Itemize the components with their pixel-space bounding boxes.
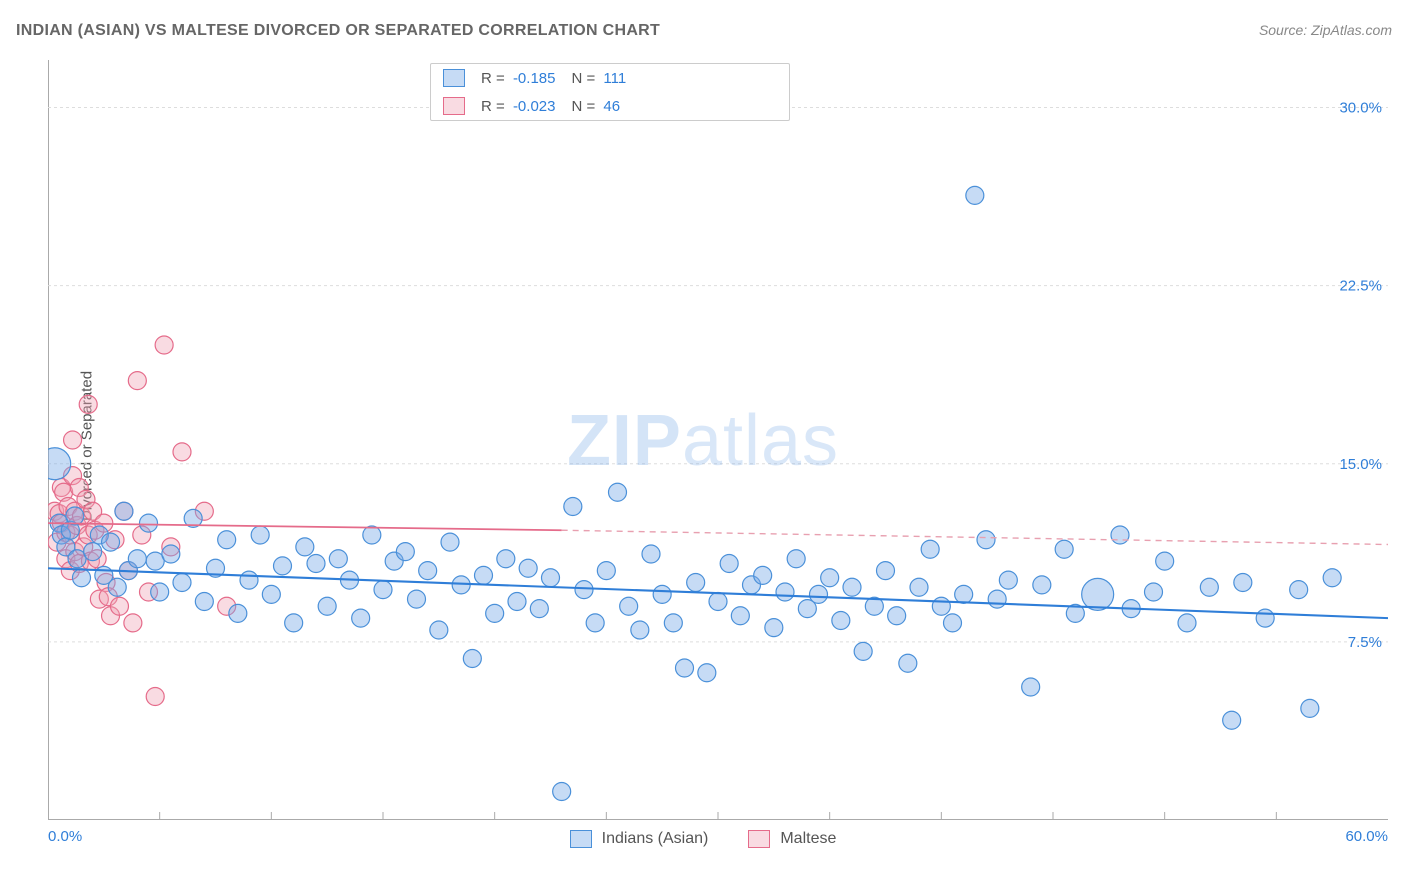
- x-max-label: 60.0%: [1345, 828, 1388, 845]
- swatch-icon: [443, 97, 465, 115]
- swatch-icon: [443, 69, 465, 87]
- source-label: Source: ZipAtlas.com: [1259, 22, 1392, 38]
- svg-text:7.5%: 7.5%: [1348, 634, 1382, 651]
- legend-item-indians: Indians (Asian): [570, 830, 709, 848]
- scatter-plot: 7.5% 15.0% 22.5% 30.0%: [48, 60, 1388, 820]
- legend-row-pink: R = -0.023 N = 46: [431, 92, 789, 120]
- chart-title: INDIAN (ASIAN) VS MALTESE DIVORCED OR SE…: [16, 22, 660, 40]
- swatch-icon: [570, 830, 592, 848]
- svg-text:15.0%: 15.0%: [1339, 456, 1382, 473]
- svg-text:22.5%: 22.5%: [1339, 278, 1382, 295]
- correlation-legend: R = -0.185 N = 111 R = -0.023 N = 46: [430, 63, 790, 121]
- x-min-label: 0.0%: [48, 828, 82, 845]
- legend-item-maltese: Maltese: [748, 830, 836, 848]
- series-legend: Indians (Asian) Maltese: [0, 830, 1406, 848]
- swatch-icon: [748, 830, 770, 848]
- svg-text:30.0%: 30.0%: [1339, 100, 1382, 117]
- legend-row-blue: R = -0.185 N = 111: [431, 64, 789, 92]
